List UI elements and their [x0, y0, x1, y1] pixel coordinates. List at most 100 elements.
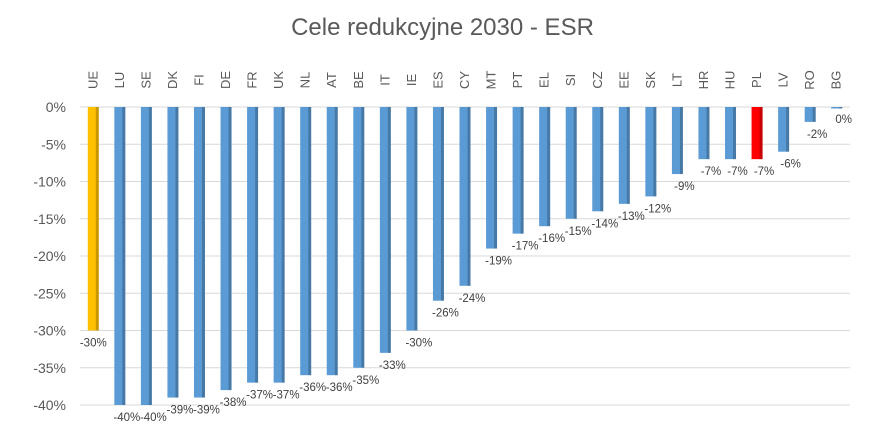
bar-ee	[618, 107, 630, 204]
category-label: LV	[776, 72, 791, 87]
data-label: -33%	[379, 360, 406, 372]
bar-shade	[494, 107, 498, 249]
bar-shade	[361, 107, 365, 368]
category-label: FI	[191, 74, 206, 86]
category-label: CY	[457, 71, 472, 89]
bar-hu	[725, 107, 737, 160]
bar-es	[432, 107, 444, 301]
y-tick-label: 0%	[46, 99, 66, 115]
data-label: -26%	[432, 308, 459, 320]
bar-shade	[467, 107, 471, 286]
bar-lv	[778, 107, 790, 152]
bar-shade	[759, 107, 763, 160]
data-label: -16%	[538, 233, 565, 245]
category-label: IT	[377, 74, 392, 86]
category-label: EL	[537, 72, 552, 88]
bar-shade	[95, 107, 99, 331]
y-tick-label: -35%	[33, 360, 66, 376]
category-label: RO	[802, 70, 817, 90]
category-label: HU	[723, 71, 738, 90]
bar-shade	[334, 107, 338, 376]
data-label: -38%	[220, 397, 247, 409]
bar-ue	[87, 107, 99, 331]
y-tick-label: -20%	[33, 248, 66, 264]
bar-shade	[175, 107, 179, 398]
bar-shade	[414, 107, 418, 331]
bar-shade	[520, 107, 524, 234]
bar-nl	[300, 107, 312, 376]
bar-shade	[839, 107, 843, 109]
bar-shade	[122, 107, 126, 405]
bar-shade	[201, 107, 205, 398]
category-label: PL	[749, 72, 764, 88]
bar-shade	[653, 107, 657, 197]
category-label: PT	[510, 72, 525, 89]
bar-mt	[486, 107, 498, 249]
data-label: -40%	[140, 412, 167, 424]
bar-sk	[645, 107, 657, 197]
category-label: LT	[669, 73, 684, 87]
data-label: -17%	[512, 241, 539, 253]
bar-uk	[273, 107, 285, 383]
bar-bg	[831, 107, 843, 109]
bar-shade	[812, 107, 816, 122]
data-label: -12%	[644, 203, 671, 215]
data-label: -40%	[113, 412, 140, 424]
data-label: -9%	[674, 181, 694, 193]
data-label: -30%	[405, 338, 432, 350]
bar-ro	[804, 107, 816, 122]
category-label: ES	[430, 71, 445, 89]
bar-ie	[406, 107, 418, 331]
category-label: HR	[696, 71, 711, 90]
bar-shade	[600, 107, 604, 212]
bar-it	[379, 107, 391, 353]
category-label: LU	[112, 72, 127, 89]
category-label: MT	[484, 71, 499, 90]
data-label: -24%	[459, 293, 486, 305]
bar-shade	[626, 107, 630, 204]
bar-shade	[786, 107, 790, 152]
category-label: AT	[324, 72, 339, 88]
data-label: -7%	[754, 166, 774, 178]
data-label: -39%	[193, 405, 220, 417]
data-label: -13%	[618, 211, 645, 223]
data-label: -6%	[780, 159, 800, 171]
bar-shade	[440, 107, 444, 301]
bar-shade	[706, 107, 710, 160]
data-label: -19%	[485, 256, 512, 268]
category-label: DK	[165, 71, 180, 89]
data-label: -36%	[299, 382, 326, 394]
bar-shade	[547, 107, 551, 227]
y-tick-label: -40%	[33, 397, 66, 413]
bar-shade	[255, 107, 259, 383]
bar-lt	[671, 107, 683, 175]
bar-el	[539, 107, 551, 227]
category-label: CZ	[590, 71, 605, 88]
category-label: DE	[218, 71, 233, 89]
bar-shade	[148, 107, 152, 405]
data-label: -14%	[591, 218, 618, 230]
y-tick-label: -30%	[33, 323, 66, 339]
data-label: -37%	[273, 390, 300, 402]
data-label: -36%	[326, 382, 353, 394]
bar-pl	[751, 107, 763, 160]
bar-shade	[679, 107, 683, 175]
bar-dk	[167, 107, 179, 398]
category-label: UE	[85, 71, 100, 89]
bar-shade	[281, 107, 285, 383]
category-label: SI	[563, 74, 578, 86]
data-label: -7%	[727, 166, 747, 178]
category-label: FR	[245, 71, 260, 88]
data-label: -30%	[80, 338, 107, 350]
bar-shade	[573, 107, 577, 219]
bar-shade	[387, 107, 391, 353]
category-label: IE	[404, 74, 419, 87]
bar-fr	[247, 107, 259, 383]
category-label: NL	[298, 72, 313, 89]
chart-title: Cele redukcyjne 2030 - ESR	[291, 14, 594, 41]
bar-shade	[308, 107, 312, 376]
bar-se	[140, 107, 152, 405]
y-tick-label: -10%	[33, 174, 66, 190]
bar-at	[326, 107, 338, 376]
